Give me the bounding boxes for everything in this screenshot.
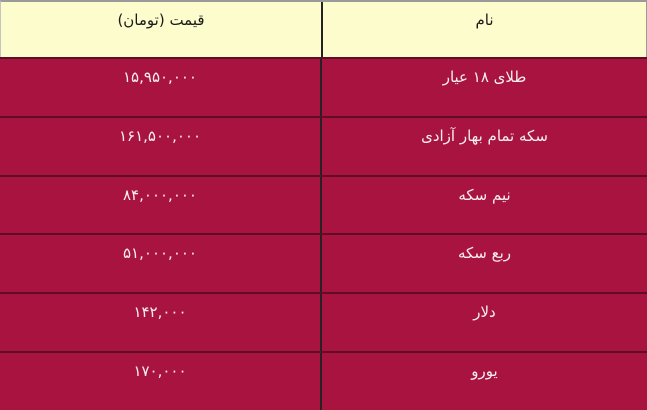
price-cell: ۵۱,۰۰۰,۰۰۰ [0,235,322,293]
table-row: ۱۴۲,۰۰۰ دلار [0,292,647,352]
name-cell: دلار [473,303,496,322]
table-row: ۸۴,۰۰۰,۰۰۰ نیم سکه [0,174,647,234]
price-cell: ۱۵,۹۵۰,۰۰۰ [0,59,322,116]
table-row: ۵۱,۰۰۰,۰۰۰ ربع سکه [0,233,647,293]
table-row: ۱۷۰,۰۰۰ یورو [0,351,647,410]
name-cell: یورو [471,362,498,381]
price-cell: ۸۴,۰۰۰,۰۰۰ [0,176,322,234]
price-cell: ۱۷۰,۰۰۰ [0,353,322,410]
name-cell: طلای ۱۸ عیار [442,68,527,86]
price-cell: ۱۴۲,۰۰۰ [0,294,322,352]
table-row: ۱۵,۹۵۰,۰۰۰ طلای ۱۸ عیار [0,57,647,116]
name-cell: نیم سکه [458,185,511,204]
name-cell: سکه تمام بهار آزادی [421,126,548,145]
name-cell: ربع سکه [457,244,512,263]
name-column-header: نام [475,11,494,29]
price-cell: ۱۶۱,۵۰۰,۰۰۰ [0,117,322,175]
table-row: ۱۶۱,۵۰۰,۰۰۰ سکه تمام بهار آزادی [0,115,647,175]
table-header-row: قیمت (تومان) نام [0,0,647,57]
price-column-header: قیمت (تومان) [1,2,323,57]
